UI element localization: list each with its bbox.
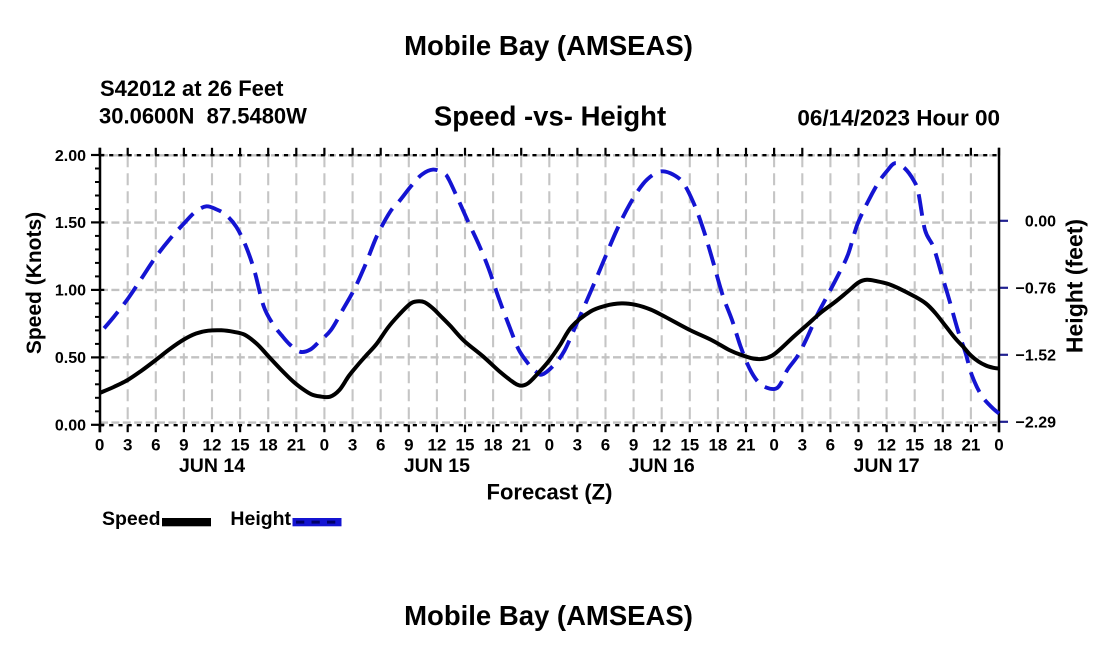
svg-text:15: 15 (680, 436, 699, 455)
svg-text:18: 18 (933, 436, 952, 455)
svg-text:0: 0 (545, 436, 554, 455)
svg-text:1.00: 1.00 (55, 283, 86, 300)
svg-text:Speed (Knots): Speed (Knots) (23, 212, 46, 354)
svg-text:JUN 16: JUN 16 (629, 455, 695, 477)
svg-text:JUN 17: JUN 17 (854, 455, 920, 477)
svg-text:6: 6 (601, 436, 610, 455)
svg-text:−1.52: −1.52 (1016, 348, 1057, 365)
svg-text:0: 0 (769, 436, 778, 455)
svg-text:Speed: Speed (102, 508, 161, 530)
svg-text:0.00: 0.00 (55, 418, 86, 435)
svg-text:18: 18 (708, 436, 727, 455)
svg-text:0.00: 0.00 (1025, 214, 1056, 231)
svg-text:15: 15 (905, 436, 924, 455)
svg-text:6: 6 (151, 436, 160, 455)
svg-text:JUN 14: JUN 14 (179, 455, 245, 477)
svg-text:3: 3 (798, 436, 807, 455)
svg-text:3: 3 (573, 436, 582, 455)
svg-text:12: 12 (652, 436, 671, 455)
svg-text:Forecast (Z): Forecast (Z) (487, 480, 613, 505)
svg-text:9: 9 (404, 436, 413, 455)
svg-text:12: 12 (877, 436, 896, 455)
svg-text:9: 9 (854, 436, 863, 455)
svg-text:18: 18 (259, 436, 278, 455)
svg-text:Height: Height (230, 508, 291, 530)
svg-text:12: 12 (427, 436, 446, 455)
svg-text:21: 21 (737, 436, 756, 455)
svg-text:0.50: 0.50 (55, 350, 86, 367)
svg-text:6: 6 (826, 436, 835, 455)
svg-text:0: 0 (994, 436, 1003, 455)
svg-text:6: 6 (376, 436, 385, 455)
svg-text:9: 9 (179, 436, 188, 455)
svg-text:18: 18 (484, 436, 503, 455)
svg-text:21: 21 (287, 436, 306, 455)
svg-text:Speed -vs- Height: Speed -vs- Height (434, 100, 666, 131)
svg-text:3: 3 (123, 436, 132, 455)
svg-text:9: 9 (629, 436, 638, 455)
svg-text:06/14/2023 Hour 00: 06/14/2023 Hour 00 (797, 105, 1000, 130)
svg-text:S42012 at 26 Feet: S42012 at 26 Feet (100, 76, 284, 101)
svg-text:30.0600N 87.5480W: 30.0600N 87.5480W (99, 104, 307, 129)
svg-text:21: 21 (961, 436, 980, 455)
svg-text:Mobile Bay (AMSEAS): Mobile Bay (AMSEAS) (404, 30, 693, 61)
svg-text:Mobile Bay (AMSEAS): Mobile Bay (AMSEAS) (404, 600, 693, 631)
svg-text:1.50: 1.50 (55, 215, 86, 232)
svg-text:JUN 15: JUN 15 (404, 455, 470, 477)
svg-text:12: 12 (203, 436, 222, 455)
svg-text:15: 15 (456, 436, 475, 455)
svg-text:−0.76: −0.76 (1016, 281, 1057, 298)
svg-text:0: 0 (320, 436, 329, 455)
svg-text:−2.29: −2.29 (1016, 415, 1057, 432)
svg-text:15: 15 (231, 436, 250, 455)
svg-text:21: 21 (512, 436, 531, 455)
svg-text:0: 0 (95, 436, 104, 455)
svg-text:3: 3 (348, 436, 357, 455)
svg-text:2.00: 2.00 (55, 148, 86, 165)
svg-text:Height (feet): Height (feet) (1062, 219, 1088, 353)
